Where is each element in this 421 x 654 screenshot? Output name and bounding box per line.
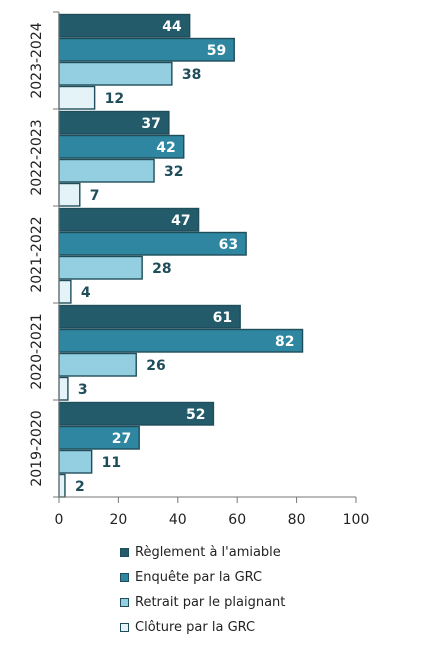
x-tick-label-0: 0 — [55, 512, 64, 528]
data-label-2022-2023-s3: 7 — [90, 188, 100, 204]
category-label-2023-2024: 2023-2024 — [29, 22, 45, 98]
category-label-2020-2021: 2020-2021 — [29, 313, 45, 389]
category-label-2021-2022: 2021-2022 — [29, 216, 45, 292]
data-label-2023-2024-s0: 44 — [162, 19, 182, 35]
data-label-2020-2021-s0: 61 — [213, 310, 232, 326]
x-tick-label-40: 40 — [169, 512, 187, 528]
legend-label-retrait: Retrait par le plaignant — [135, 595, 286, 610]
bar-2019-2020-s2 — [58, 449, 93, 474]
legend-label-cloture: Clôture par la GRC — [135, 620, 256, 635]
bar-2021-2022-s2 — [58, 255, 143, 280]
legend-swatch-cloture — [120, 623, 129, 632]
bar-2021-2022-s3 — [58, 279, 72, 304]
legend-item-cloture: Clôture par la GRC — [120, 615, 350, 640]
data-label-2022-2023-s2: 32 — [164, 164, 183, 180]
legend-swatch-retrait — [120, 598, 129, 607]
bar-2020-2021-s3 — [58, 376, 69, 401]
category-label-2019-2020: 2019-2020 — [29, 410, 45, 486]
bar-2019-2020-s3 — [58, 473, 66, 498]
legend-item-enquete: Enquête par la GRC — [120, 565, 350, 590]
x-tick-label-100: 100 — [343, 512, 370, 528]
data-label-2021-2022-s1: 63 — [219, 237, 238, 253]
x-tick-label-80: 80 — [288, 512, 306, 528]
bar-2020-2021-s1 — [58, 328, 304, 353]
data-label-2022-2023-s0: 37 — [141, 116, 160, 132]
data-label-2023-2024-s1: 59 — [207, 43, 226, 59]
data-label-2019-2020-s0: 52 — [186, 407, 205, 423]
data-label-2019-2020-s2: 11 — [102, 455, 121, 471]
data-label-2021-2022-s2: 28 — [152, 261, 171, 277]
data-label-2019-2020-s1: 27 — [112, 431, 131, 447]
bar-2020-2021-s2 — [58, 352, 137, 377]
data-label-2019-2020-s3: 2 — [75, 479, 85, 495]
data-label-2021-2022-s3: 4 — [81, 285, 91, 301]
data-label-2023-2024-s3: 12 — [105, 91, 124, 107]
data-label-2022-2023-s1: 42 — [156, 140, 175, 156]
data-label-2020-2021-s2: 26 — [146, 358, 165, 374]
legend-item-reglement: Règlement à l'amiable — [120, 540, 350, 565]
category-label-2022-2023: 2022-2023 — [29, 119, 45, 195]
bar-2022-2023-s2 — [58, 158, 155, 183]
legend-item-retrait: Retrait par le plaignant — [120, 590, 350, 615]
legend-label-enquete: Enquête par la GRC — [135, 570, 263, 585]
bar-2023-2024-s2 — [58, 61, 173, 86]
data-label-2023-2024-s2: 38 — [182, 67, 201, 83]
data-label-2020-2021-s3: 3 — [78, 382, 88, 398]
chart-legend: Règlement à l'amiable Enquête par la GRC… — [120, 540, 350, 640]
bar-2022-2023-s3 — [58, 182, 81, 207]
data-label-2021-2022-s0: 47 — [171, 213, 190, 229]
data-label-2020-2021-s1: 82 — [275, 334, 294, 350]
x-tick-label-20: 20 — [109, 512, 127, 528]
legend-label-reglement: Règlement à l'amiable — [135, 545, 281, 560]
legend-swatch-reglement — [120, 548, 129, 557]
x-tick-label-60: 60 — [228, 512, 246, 528]
legend-swatch-enquete — [120, 573, 129, 582]
bar-2023-2024-s3 — [58, 85, 96, 110]
